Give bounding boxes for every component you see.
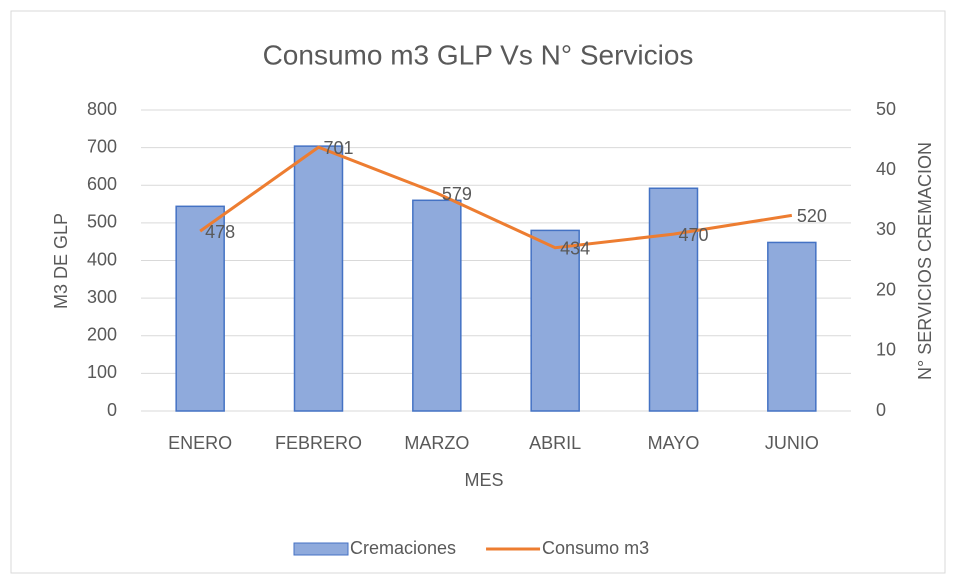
bar: [530, 229, 580, 412]
y-axis-title: M3 DE GLP: [51, 213, 71, 309]
y2-axis-title: N° SERVICIOS CREMACION: [915, 142, 935, 380]
y2-tick-label: 50: [876, 99, 896, 119]
y2-tick-label: 20: [876, 279, 896, 299]
bar: [293, 145, 344, 412]
y-tick-label: 100: [87, 362, 117, 382]
data-label: 520: [797, 206, 827, 226]
line: [199, 145, 793, 250]
data-label: 579: [442, 184, 472, 204]
data-label: 434: [560, 238, 590, 258]
legend-label: Consumo m3: [542, 538, 649, 558]
x-tick-label: JUNIO: [765, 433, 819, 453]
y2-tick-label: 30: [876, 219, 896, 239]
y-tick-label: 700: [87, 136, 117, 156]
y-tick-label: 200: [87, 325, 117, 345]
bar: [175, 205, 225, 412]
data-label: 470: [679, 225, 709, 245]
y2-tick-label: 10: [876, 340, 896, 360]
bar: [767, 241, 817, 412]
legend-label: Cremaciones: [350, 538, 456, 558]
y-tick-label: 0: [107, 400, 117, 420]
y2-tick-label: 40: [876, 159, 896, 179]
y-tick-label: 400: [87, 249, 117, 269]
y-tick-label: 300: [87, 287, 117, 307]
x-tick-label: MARZO: [404, 433, 469, 453]
bar: [412, 199, 462, 412]
data-label: 701: [324, 138, 354, 158]
chart-title: Consumo m3 GLP Vs N° Servicios: [263, 39, 694, 70]
x-axis-title: MES: [464, 470, 503, 490]
x-tick-label: MAYO: [648, 433, 700, 453]
y-tick-label: 500: [87, 212, 117, 232]
y2-tick-label: 0: [876, 400, 886, 420]
y-tick-label: 800: [87, 99, 117, 119]
x-tick-label: ENERO: [168, 433, 232, 453]
y-tick-label: 600: [87, 174, 117, 194]
bar: [648, 187, 699, 412]
x-tick-label: ABRIL: [529, 433, 581, 453]
legend-swatch: [293, 542, 349, 556]
x-tick-label: FEBRERO: [275, 433, 362, 453]
data-label: 478: [205, 222, 235, 242]
